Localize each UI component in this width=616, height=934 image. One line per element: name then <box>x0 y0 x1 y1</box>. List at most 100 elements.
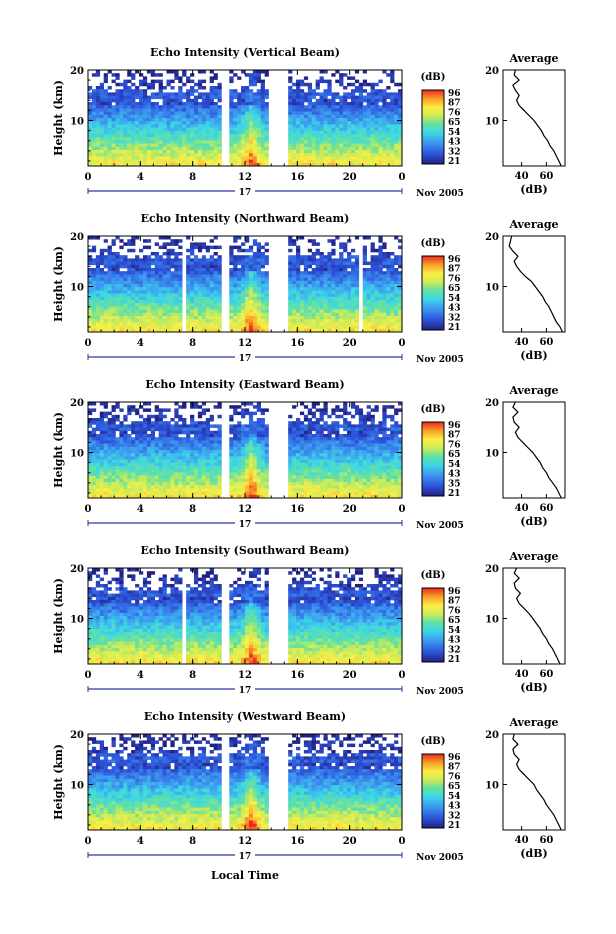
heatmap-cell <box>214 131 218 135</box>
heatmap-cell <box>115 156 119 160</box>
heatmap-cell <box>237 268 241 272</box>
heatmap-cell <box>241 274 245 278</box>
heatmap-cell <box>237 434 241 438</box>
heatmap-cell <box>371 160 375 164</box>
heatmap-cell <box>359 102 363 106</box>
heatmap-cell <box>229 453 233 457</box>
heatmap-cell <box>92 156 96 160</box>
heatmap-cell <box>88 466 92 470</box>
heatmap-cell <box>335 160 339 164</box>
heatmap-cell <box>265 137 269 141</box>
heatmap-cell <box>108 294 112 298</box>
heatmap-cell <box>92 418 96 422</box>
heatmap-cell <box>178 290 182 294</box>
heatmap-cell <box>249 144 253 148</box>
heatmap-cell <box>386 140 390 144</box>
heatmap-cell <box>147 316 151 320</box>
heatmap-cell <box>135 150 139 154</box>
heatmap-cell <box>155 294 159 298</box>
heatmap-cell <box>343 150 347 154</box>
heatmap-cell <box>190 281 194 285</box>
heatmap-cell <box>214 86 218 90</box>
heatmap-cell <box>312 239 316 243</box>
heatmap-cell <box>127 476 131 480</box>
heatmap-cell <box>167 319 171 323</box>
heatmap-cell <box>300 316 304 320</box>
heatmap-cell <box>88 271 92 275</box>
heatmap-cell <box>237 424 241 428</box>
heatmap-cell <box>206 428 210 432</box>
heatmap-cell <box>292 326 296 330</box>
heatmap-cell <box>245 440 249 444</box>
heatmap-cell <box>92 488 96 492</box>
heatmap-cell <box>237 160 241 164</box>
heatmap-cell <box>382 319 386 323</box>
heatmap-cell <box>92 134 96 138</box>
heatmap-cell <box>390 105 394 109</box>
heatmap-cell <box>312 319 316 323</box>
heatmap-cell <box>355 105 359 109</box>
heatmap-cell <box>324 118 328 122</box>
heatmap-cell <box>257 326 261 330</box>
heatmap-cell <box>190 437 194 441</box>
heatmap-cell <box>163 99 167 103</box>
heatmap-cell <box>382 326 386 330</box>
heatmap-cell <box>249 83 253 87</box>
heatmap-cell <box>378 239 382 243</box>
heatmap-cell <box>312 252 316 256</box>
heatmap-cell <box>371 147 375 151</box>
heatmap-cell <box>151 434 155 438</box>
heatmap-cell <box>245 297 249 301</box>
heatmap-cell <box>261 284 265 288</box>
heatmap-cell <box>174 488 178 492</box>
heatmap-cell <box>174 412 178 416</box>
heatmap-cell <box>390 281 394 285</box>
heatmap-cell <box>347 294 351 298</box>
heatmap-cell <box>261 300 265 304</box>
heatmap-cell <box>198 83 202 87</box>
heatmap-cell <box>96 89 100 93</box>
heatmap-cell <box>355 102 359 106</box>
heatmap-cell <box>147 418 151 422</box>
heatmap-cell <box>210 284 214 288</box>
heatmap-cell <box>143 306 147 310</box>
heatmap-cell <box>194 469 198 473</box>
heatmap-cell <box>131 450 135 454</box>
heatmap-cell <box>347 271 351 275</box>
heatmap-cell <box>115 281 119 285</box>
heatmap-cell <box>386 290 390 294</box>
heatmap-cell <box>108 444 112 448</box>
heatmap-cell <box>382 278 386 282</box>
heatmap-cell <box>206 287 210 291</box>
heatmap-cell <box>386 73 390 77</box>
heatmap-cell <box>296 258 300 262</box>
heatmap-cell <box>386 313 390 317</box>
heatmap-cell <box>257 92 261 96</box>
heatmap-cell <box>324 102 328 106</box>
heatmap-cell <box>304 112 308 116</box>
heatmap-cell <box>147 96 151 100</box>
heatmap-cell <box>100 105 104 109</box>
heatmap-cell <box>190 92 194 96</box>
heatmap-cell <box>167 485 171 489</box>
heatmap-cell <box>155 488 159 492</box>
heatmap-cell <box>378 108 382 112</box>
heatmap-cell <box>257 287 261 291</box>
heatmap-cell <box>214 160 218 164</box>
heatmap-cell <box>104 466 108 470</box>
heatmap-cell <box>320 92 324 96</box>
heatmap-cell <box>174 284 178 288</box>
heatmap-cell <box>237 450 241 454</box>
heatmap-cell <box>167 437 171 441</box>
heatmap-cell <box>198 284 202 288</box>
heatmap-cell <box>127 469 131 473</box>
heatmap-cell <box>327 128 331 132</box>
heatmap-cell <box>371 297 375 301</box>
heatmap-cell <box>123 440 127 444</box>
heatmap-cell <box>320 290 324 294</box>
heatmap-cell <box>206 124 210 128</box>
heatmap-cell <box>237 306 241 310</box>
heatmap-cell <box>304 313 308 317</box>
heatmap-cell <box>253 268 257 272</box>
heatmap-cell <box>245 437 249 441</box>
